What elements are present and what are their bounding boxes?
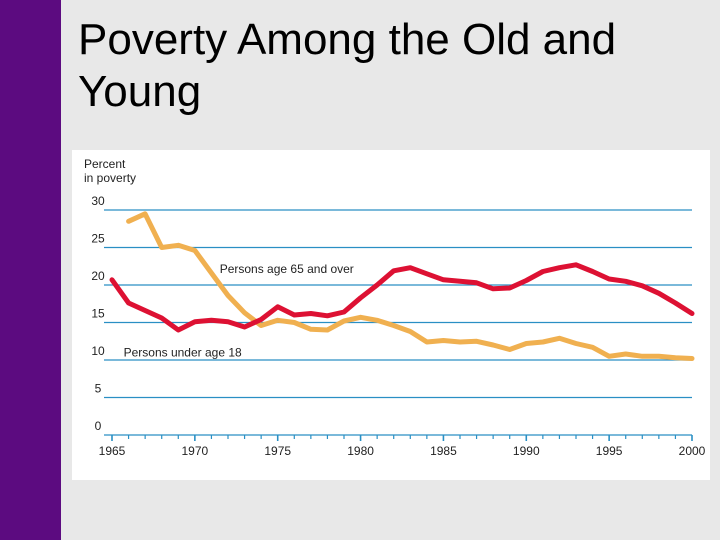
sidebar-accent-bar (0, 0, 61, 540)
x-tick-label-1995: 1995 (596, 444, 623, 458)
x-tick-label-1990: 1990 (513, 444, 540, 458)
x-tick-label-1980: 1980 (347, 444, 374, 458)
y-axis-label-line2: in poverty (84, 171, 136, 185)
series-label-0: Persons age 65 and over (220, 262, 354, 276)
y-tick-label-5: 5 (95, 382, 102, 396)
y-tick-label-10: 10 (91, 344, 105, 358)
tick-labels: 0 5 10 15 20 25 30 1965 1970 1975 1980 1985 1990 1995… (91, 194, 705, 458)
slide-title: Poverty Among the Old and Young (78, 15, 617, 116)
x-tick-label-2000: 2000 (679, 444, 706, 458)
y-axis-label-line1: Percent (84, 157, 126, 171)
series-label-1: Persons under age 18 (124, 345, 242, 359)
poverty-line-chart: Percent in poverty 0 5 10 15 20 25 30 1965 1970 1… (84, 157, 706, 458)
x-tick-label-1965: 1965 (99, 444, 126, 458)
series-annotations: Persons age 65 and over Persons under age… (124, 262, 354, 359)
y-tick-label-20: 20 (91, 269, 105, 283)
x-axis (111, 435, 693, 441)
x-tick-label-1985: 1985 (430, 444, 457, 458)
y-tick-label-30: 30 (91, 194, 105, 208)
series-line-1 (109, 262, 695, 333)
y-tick-label-15: 15 (91, 307, 105, 321)
y-tick-label-0: 0 (95, 419, 102, 433)
series-lines (109, 211, 695, 361)
series-line-0 (126, 211, 695, 361)
chart-panel: Percent in poverty 0 5 10 15 20 25 30 1965 1970 1… (72, 150, 710, 480)
x-tick-label-1970: 1970 (182, 444, 209, 458)
x-tick-label-1975: 1975 (264, 444, 291, 458)
y-tick-label-25: 25 (91, 232, 105, 246)
